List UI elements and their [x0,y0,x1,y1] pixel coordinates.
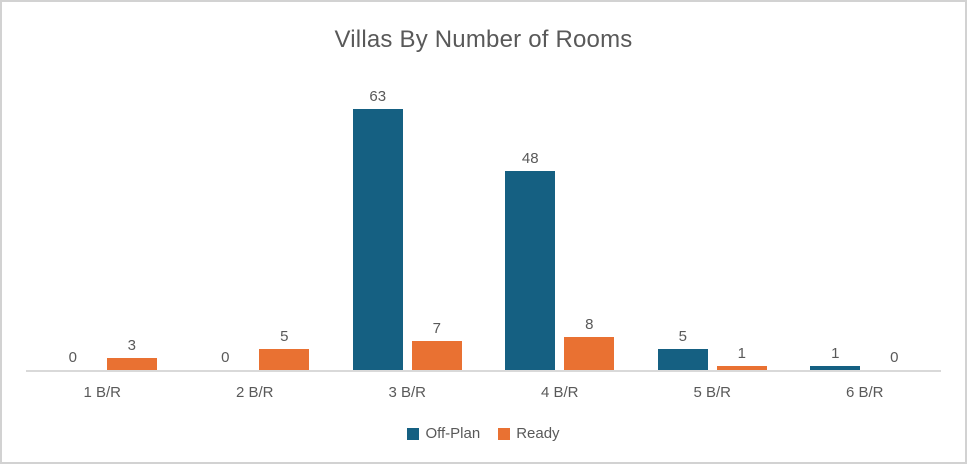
legend-item-off-plan: Off-Plan [407,425,480,442]
bar-value-label: 0 [890,349,899,366]
bar-ready [411,341,462,370]
bar-slot-ready-4-b-r: 8 [564,80,615,370]
bar-ready [259,349,310,370]
chart-title: Villas By Number of Rooms [334,26,633,53]
x-axis-label: 3 B/R [388,384,426,401]
bar-slot-off-plan-5-b-r: 5 [657,80,708,370]
bar-value-label: 8 [585,315,594,333]
x-axis-line [26,370,941,372]
bar-slot-ready-2-b-r: 5 [259,80,310,370]
bar-slot-off-plan-6-b-r: 1 [810,80,861,370]
bar-off-plan [352,109,403,370]
bar-value-label: 5 [280,328,289,346]
bar-off-plan [810,365,861,370]
legend-swatch-ready [498,427,511,440]
bar-value-label: 3 [127,336,136,354]
bar-slot-ready-5-b-r: 1 [716,80,767,370]
bar-value-label: 48 [521,150,539,168]
bar-slot-ready-6-b-r: 0 [869,80,919,370]
bar-ready [106,357,157,370]
bar-ready [564,336,615,370]
bar-slot-ready-1-b-r: 3 [106,80,157,370]
x-axis-label: 5 B/R [693,384,731,401]
bar-value-label: 63 [369,88,387,105]
legend-item-ready: Ready [498,425,560,442]
bar-slot-off-plan-4-b-r: 48 [505,80,556,370]
bar-value-label: 5 [678,328,687,346]
x-axis-labels: 1 B/R 2 B/R 3 B/R 4 B/R 5 B/R 6 B/R [26,384,941,401]
bar-ready [716,365,767,370]
plot-area: 0 3 0 5 63 7 48 8 5 1 1 0 [26,80,941,370]
bar-off-plan [657,349,708,370]
bar-off-plan [505,171,556,370]
legend-label: Off-Plan [425,425,481,442]
legend-swatch-off-plan [407,427,420,440]
category-group-3-b-r: 63 7 [331,80,484,370]
bar-value-label: 0 [221,349,230,366]
x-axis-label: 2 B/R [235,384,274,401]
bar-value-label: 0 [68,349,77,366]
bar-slot-off-plan-3-b-r: 63 [352,80,403,370]
bar-value-label: 7 [432,320,441,337]
bar-value-label: 1 [831,344,840,362]
legend-label: Ready [516,425,560,442]
legend: Off-Plan Ready [2,425,965,442]
bar-slot-ready-3-b-r: 7 [411,80,462,370]
x-axis-label: 1 B/R [83,384,121,401]
x-axis-label: 4 B/R [540,384,579,401]
x-axis-label: 6 B/R [845,384,884,401]
bar-value-label: 1 [737,344,746,362]
bar-slot-off-plan-2-b-r: 0 [200,80,250,370]
bar-slot-off-plan-1-b-r: 0 [48,80,98,370]
category-group-4-b-r: 48 8 [484,80,637,370]
